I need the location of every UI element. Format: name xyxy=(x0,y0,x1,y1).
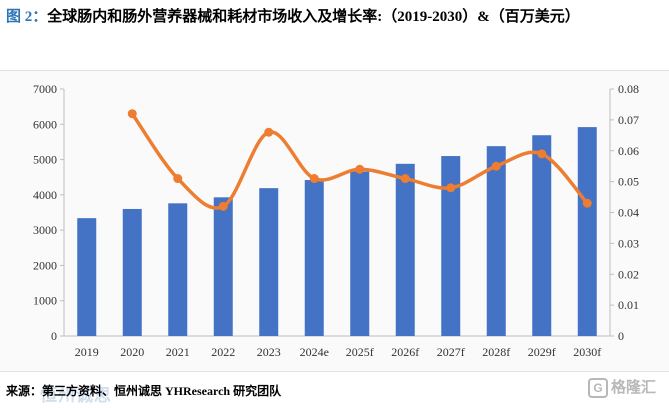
growth-rate-point xyxy=(218,201,228,211)
y-right-tick-label: 0.05 xyxy=(618,175,639,189)
watermark-logo: G 格隆汇 xyxy=(588,376,657,399)
growth-rate-point xyxy=(582,198,592,208)
revenue-bar xyxy=(213,197,233,336)
x-tick-label: 2021 xyxy=(166,345,190,359)
title-text: 全球肠内和肠外营养器械和耗材市场收入及增长率:（2019-2030）&（百万美元… xyxy=(47,9,580,25)
revenue-bar xyxy=(168,203,188,336)
x-tick-label: 2030f xyxy=(573,345,601,359)
y-left-tick-label: 5000 xyxy=(33,153,57,167)
chart-area: 恒州诚思 0 1000 2000 3000 4000 5000 6000 7000 0 0.01 0… xyxy=(0,70,669,405)
x-tick-label: 2022 xyxy=(211,345,235,359)
y-right-tick-label: 0.03 xyxy=(618,236,639,250)
y-right-tick-label: 0 xyxy=(618,329,624,343)
y-left-tick-label: 4000 xyxy=(33,188,57,202)
growth-rate-point xyxy=(537,149,547,159)
logo-g-icon: G xyxy=(588,378,608,399)
x-tick-label: 2019 xyxy=(75,345,99,359)
x-tick-label: 2020 xyxy=(120,345,144,359)
revenue-bar xyxy=(350,171,370,336)
revenue-bar xyxy=(486,146,506,336)
figure-label: 图 2： xyxy=(6,9,48,25)
x-tick-label: 2029f xyxy=(528,345,556,359)
combo-chart: 0 1000 2000 3000 4000 5000 6000 7000 0 0.01 0.02 0.… xyxy=(33,82,639,359)
y-right-tick-label: 0.01 xyxy=(618,298,639,312)
revenue-bar xyxy=(532,135,552,336)
revenue-bar xyxy=(395,163,415,336)
watermark-corner-text: 格隆汇 xyxy=(611,379,657,396)
growth-rate-point xyxy=(173,174,183,184)
growth-rate-point xyxy=(446,183,456,193)
x-tick-label: 2027f xyxy=(437,345,465,359)
revenue-bar xyxy=(122,208,142,336)
y-left-tick-label: 7000 xyxy=(33,82,57,96)
y-left-tick-label: 0 xyxy=(51,329,57,343)
source-note: 来源：第三方资料、恒州诚思 YHResearch 研究团队 xyxy=(6,384,282,398)
y-left-tick-label: 6000 xyxy=(33,117,57,131)
y-left-tick-label: 2000 xyxy=(33,258,57,272)
revenue-bar xyxy=(77,218,97,336)
y-right-tick-label: 0.08 xyxy=(618,82,639,96)
x-tick-label: 2028f xyxy=(482,345,510,359)
revenue-bar xyxy=(577,127,597,336)
growth-rate-point xyxy=(309,174,319,184)
x-tick-label: 2026f xyxy=(391,345,419,359)
x-tick-label: 2023 xyxy=(257,345,281,359)
watermark-center: 恒州诚思 xyxy=(40,386,112,405)
revenue-bar xyxy=(441,156,461,336)
x-tick-label: 2024e xyxy=(300,345,329,359)
y-right-tick-label: 0.07 xyxy=(618,113,639,127)
x-tick-label: 2025f xyxy=(346,345,374,359)
revenue-bar xyxy=(259,188,279,336)
growth-rate-point xyxy=(355,164,365,174)
y-right-tick-label: 0.04 xyxy=(618,206,639,220)
y-left-tick-label: 3000 xyxy=(33,223,57,237)
growth-rate-point xyxy=(491,161,501,171)
revenue-bar xyxy=(304,180,324,336)
chart-title: 图 2：全球肠内和肠外营养器械和耗材市场收入及增长率:（2019-2030）&（… xyxy=(6,6,606,29)
growth-rate-point xyxy=(127,109,137,119)
growth-rate-point xyxy=(264,127,274,137)
y-right-tick-label: 0.02 xyxy=(618,267,639,281)
growth-rate-point xyxy=(400,174,410,184)
y-left-tick-label: 1000 xyxy=(33,294,57,308)
y-right-tick-label: 0.06 xyxy=(618,144,639,158)
